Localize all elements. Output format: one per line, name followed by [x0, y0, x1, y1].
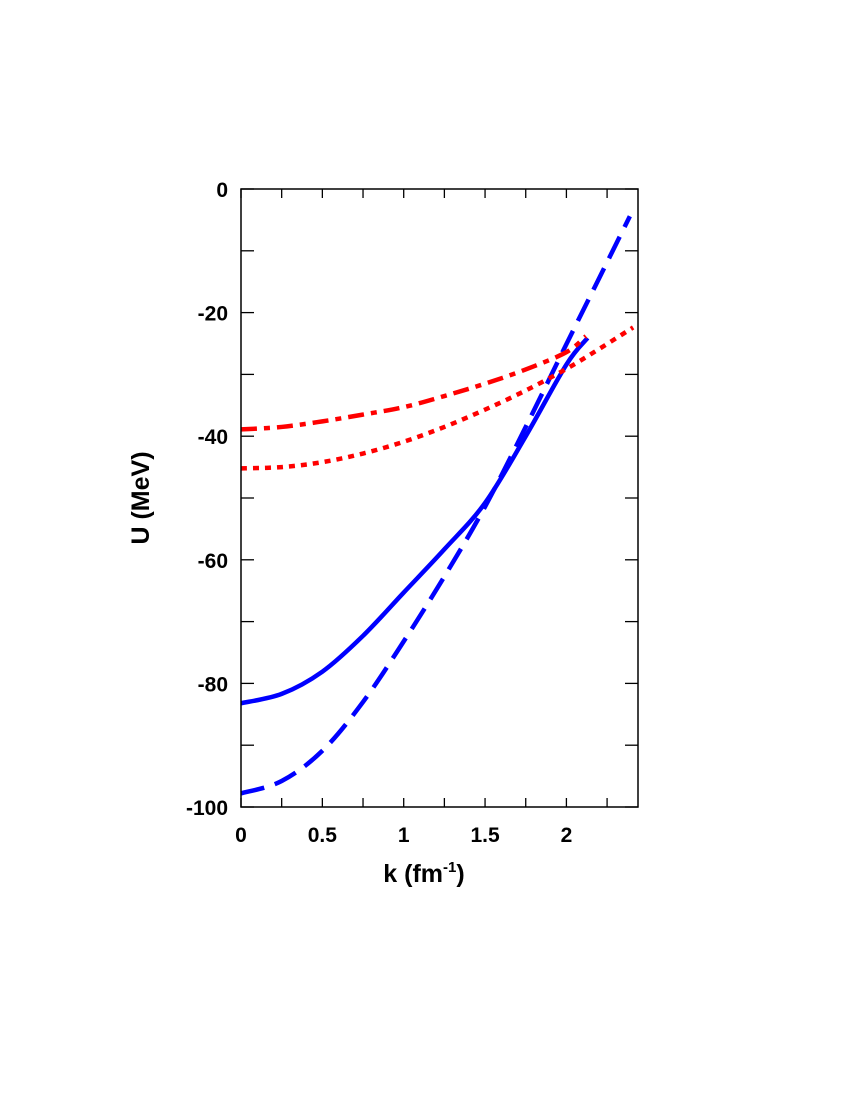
series-layer [240, 215, 635, 796]
series-line-solid [240, 336, 590, 706]
x-tick-label: 1 [398, 824, 410, 847]
x-tick-label: 0 [235, 824, 247, 847]
series-line-dashed [240, 215, 632, 796]
y-tick-label: -60 [198, 550, 228, 573]
y-tick-label: -20 [198, 303, 228, 326]
x-axis-label: k (fm-1) [383, 859, 464, 888]
x-tick-label: 1.5 [470, 824, 500, 847]
y-tick-label: 0 [216, 179, 228, 202]
y-tick-label: -80 [198, 673, 228, 696]
x-tick-label: 0.5 [308, 824, 338, 847]
series-line-dotted [240, 325, 635, 471]
y-tick-label: -100 [186, 797, 228, 820]
y-axis-label: U (MeV) [127, 451, 155, 544]
plot-frame [240, 188, 639, 808]
ticks-layer: 0 0.5 1 1.5 2 0 -20 -40 -60 -80 -100 [186, 179, 638, 847]
series-line-dash-dot [240, 334, 588, 432]
y-tick-label: -40 [198, 426, 228, 449]
x-tick-label: 2 [561, 824, 573, 847]
